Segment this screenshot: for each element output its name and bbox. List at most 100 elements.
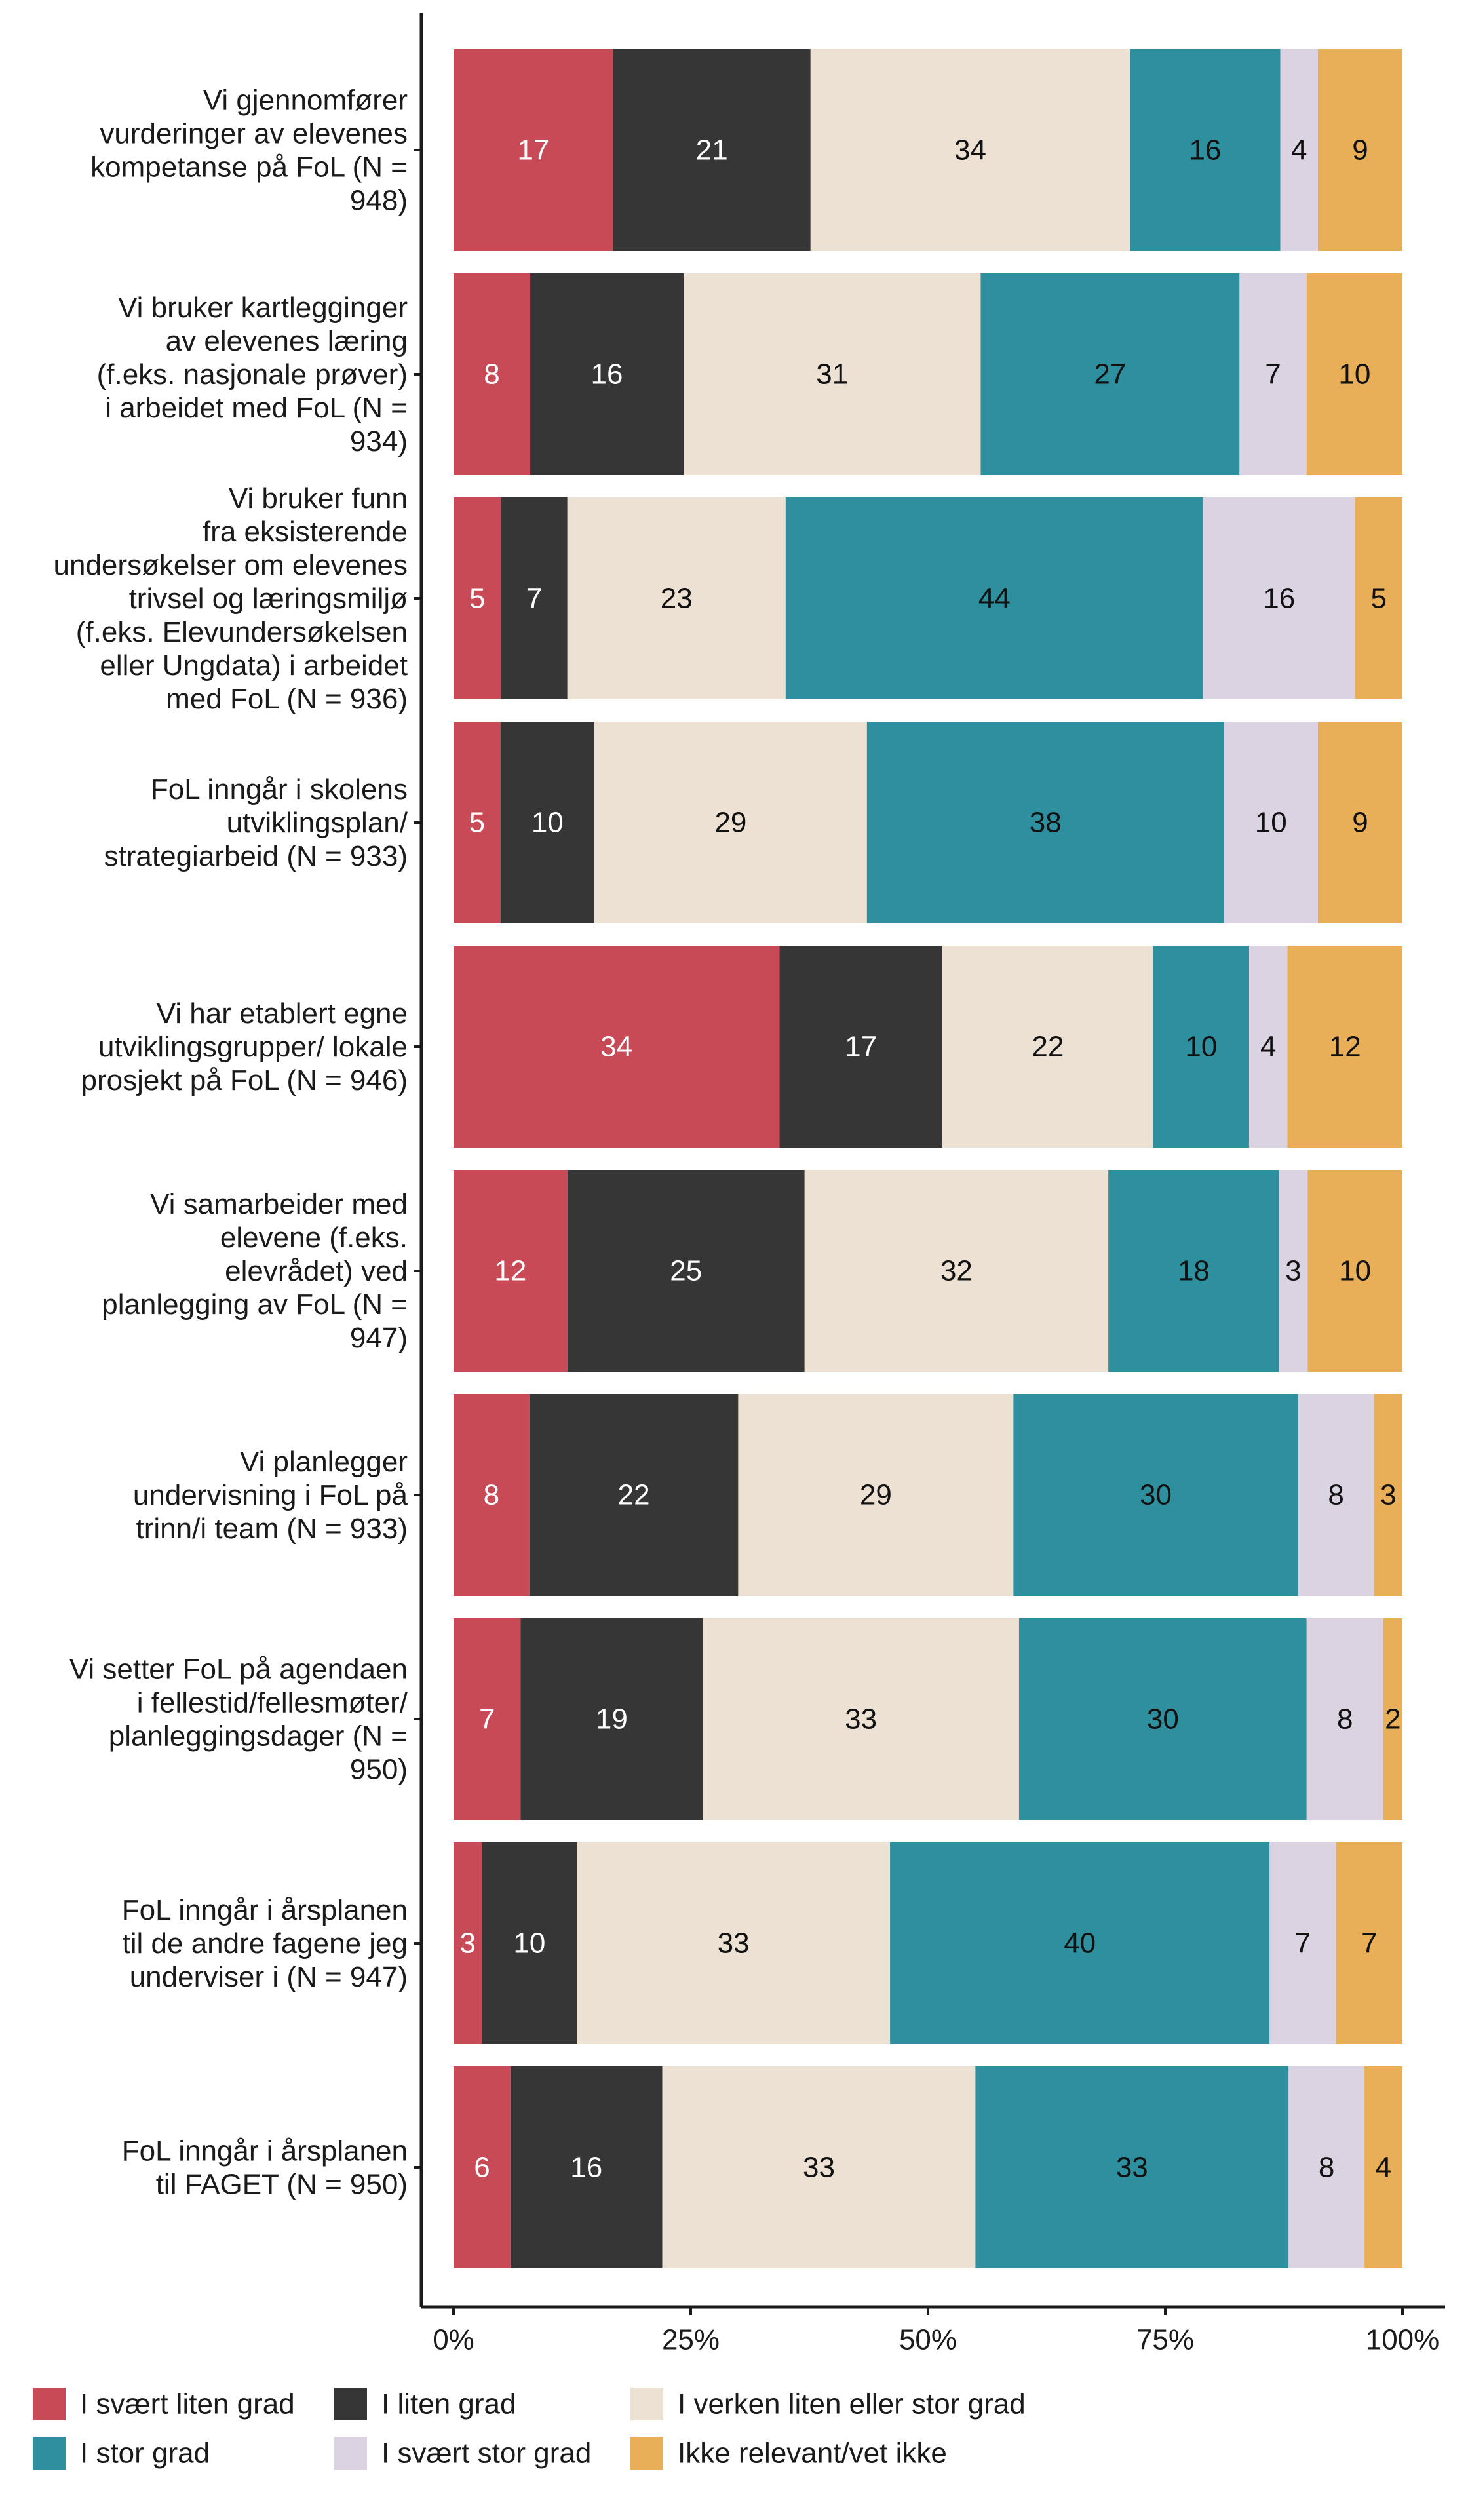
bar-value-label: 10 bbox=[1185, 1031, 1217, 1063]
bar-segment bbox=[500, 722, 595, 923]
bar-segment bbox=[454, 497, 501, 699]
category-labels-layer: Vi gjennomfører vurderinger av elevenes ko… bbox=[54, 84, 408, 2200]
bar-value-label: 4 bbox=[1291, 134, 1307, 166]
bar-segment bbox=[1280, 49, 1318, 251]
bar-segment bbox=[594, 722, 867, 923]
bar-segment bbox=[1279, 1170, 1308, 1372]
bar-value-label: 10 bbox=[1255, 807, 1287, 839]
axes-layer: 0% 25% 50% 75% 100% bbox=[414, 13, 1445, 2356]
bar-segment bbox=[454, 1842, 482, 2044]
bar-value-label: 10 bbox=[1338, 359, 1370, 391]
bar-segment bbox=[454, 49, 613, 251]
bar-value-label: 3 bbox=[459, 1928, 475, 1960]
bar-segment bbox=[454, 1618, 521, 1820]
bar-segment bbox=[1364, 2066, 1402, 2268]
bar-segment bbox=[662, 2066, 976, 2268]
bar-segment bbox=[567, 497, 786, 699]
bar-value-label: 29 bbox=[714, 807, 746, 839]
bar-value-label: 30 bbox=[1140, 1479, 1172, 1511]
bar-segment bbox=[1018, 1618, 1307, 1820]
bar-value-label: 34 bbox=[954, 134, 986, 166]
legend-label: I svært liten grad bbox=[80, 2388, 295, 2420]
bar-value-labels-layer: 17 21 34 16 4 98 16 31 27 7 105 7 23 44 16 55 10 29 38 10 93… bbox=[459, 134, 1400, 2184]
bar-value-label: 4 bbox=[1376, 2152, 1391, 2184]
legend-swatch bbox=[334, 2437, 367, 2470]
bar-segment bbox=[1306, 1618, 1383, 1820]
bar-value-label: 2 bbox=[1385, 1703, 1400, 1735]
bar-value-label: 18 bbox=[1178, 1255, 1210, 1287]
bar-segment bbox=[577, 1842, 891, 2044]
bar-segment bbox=[520, 1618, 703, 1820]
bar-value-label: 3 bbox=[1380, 1479, 1396, 1511]
bar-segment bbox=[1013, 1394, 1298, 1596]
bar-segment bbox=[1248, 946, 1288, 1148]
bar-value-label: 8 bbox=[1328, 1479, 1343, 1511]
x-tick-label: 50% bbox=[899, 2324, 957, 2356]
bar-segment bbox=[1153, 946, 1249, 1148]
bar-segment bbox=[738, 1394, 1014, 1596]
bar-value-label: 19 bbox=[596, 1703, 628, 1735]
bar-value-label: 38 bbox=[1030, 807, 1062, 839]
bar-value-label: 7 bbox=[526, 583, 542, 615]
legend-swatch bbox=[33, 2388, 66, 2420]
x-tick-label: 75% bbox=[1136, 2324, 1194, 2356]
bar-value-label: 8 bbox=[1319, 2152, 1334, 2184]
bar-value-label: 23 bbox=[661, 583, 693, 615]
category-label: Vi samarbeider med elevene (f.eks. elevråd… bbox=[102, 1188, 408, 1354]
category-label: Vi bruker kartlegginger av elevenes lærin… bbox=[97, 292, 408, 457]
category-label: Vi setter FoL på agendaen i fellestid/fel… bbox=[69, 1653, 408, 1785]
bar-value-label: 21 bbox=[696, 134, 728, 166]
bar-segment bbox=[567, 1170, 805, 1372]
bar-value-label: 7 bbox=[1361, 1928, 1377, 1960]
bar-value-label: 12 bbox=[494, 1255, 526, 1287]
legend-swatch bbox=[630, 2437, 663, 2470]
bar-segment bbox=[1288, 2066, 1365, 2268]
bar-value-label: 7 bbox=[1295, 1928, 1311, 1960]
legend: I svært liten grad I liten grad I verken l… bbox=[33, 2388, 1026, 2470]
bar-segment bbox=[980, 273, 1240, 475]
bar-value-label: 16 bbox=[591, 359, 623, 391]
bar-value-label: 12 bbox=[1329, 1031, 1361, 1063]
x-tick-label: 100% bbox=[1366, 2324, 1440, 2356]
bar-value-label: 33 bbox=[845, 1703, 877, 1735]
bar-segment bbox=[1130, 49, 1281, 251]
bar-segment bbox=[1317, 49, 1402, 251]
bar-segment bbox=[975, 2066, 1289, 2268]
bar-segment bbox=[454, 2066, 511, 2268]
bar-value-label: 31 bbox=[816, 359, 848, 391]
bar-value-label: 8 bbox=[484, 1479, 499, 1511]
bar-value-label: 8 bbox=[484, 359, 499, 391]
bar-segment bbox=[1306, 273, 1402, 475]
bar-value-label: 10 bbox=[531, 807, 564, 839]
bar-segment bbox=[1298, 1394, 1374, 1596]
category-label: FoL inngår i årsplanen til de andre fagen… bbox=[122, 1894, 408, 1993]
bar-segment bbox=[510, 2066, 663, 2268]
bar-segment bbox=[942, 946, 1153, 1148]
category-label: FoL inngår i årsplanen til FAGET (N = 950… bbox=[122, 2135, 408, 2200]
bar-value-label: 33 bbox=[718, 1928, 750, 1960]
bar-segment bbox=[529, 1394, 739, 1596]
bar-segment bbox=[1287, 946, 1402, 1148]
category-label: Vi planlegger undervisning i FoL på trinn/… bbox=[133, 1446, 408, 1545]
bar-segment bbox=[454, 273, 531, 475]
bar-segment bbox=[454, 946, 780, 1148]
legend-swatch bbox=[630, 2388, 663, 2420]
bar-segment bbox=[1317, 722, 1402, 923]
bars-layer bbox=[454, 49, 1402, 2268]
category-label: Vi gjennomfører vurderinger av elevenes ko… bbox=[90, 84, 408, 216]
bar-segment bbox=[454, 1394, 530, 1596]
bar-value-label: 7 bbox=[479, 1703, 495, 1735]
bar-value-label: 25 bbox=[670, 1255, 702, 1287]
bar-value-label: 29 bbox=[860, 1479, 892, 1511]
category-label: FoL inngår i skolens utviklingsplan/strat… bbox=[104, 773, 408, 872]
bar-segment bbox=[1355, 497, 1402, 699]
bar-segment bbox=[1239, 273, 1307, 475]
bar-value-label: 5 bbox=[1371, 583, 1387, 615]
bar-segment bbox=[890, 1842, 1270, 2044]
bar-value-label: 9 bbox=[1352, 807, 1368, 839]
bar-segment bbox=[785, 497, 1203, 699]
bar-segment bbox=[866, 722, 1224, 923]
legend-label: I svært stor grad bbox=[381, 2437, 591, 2470]
